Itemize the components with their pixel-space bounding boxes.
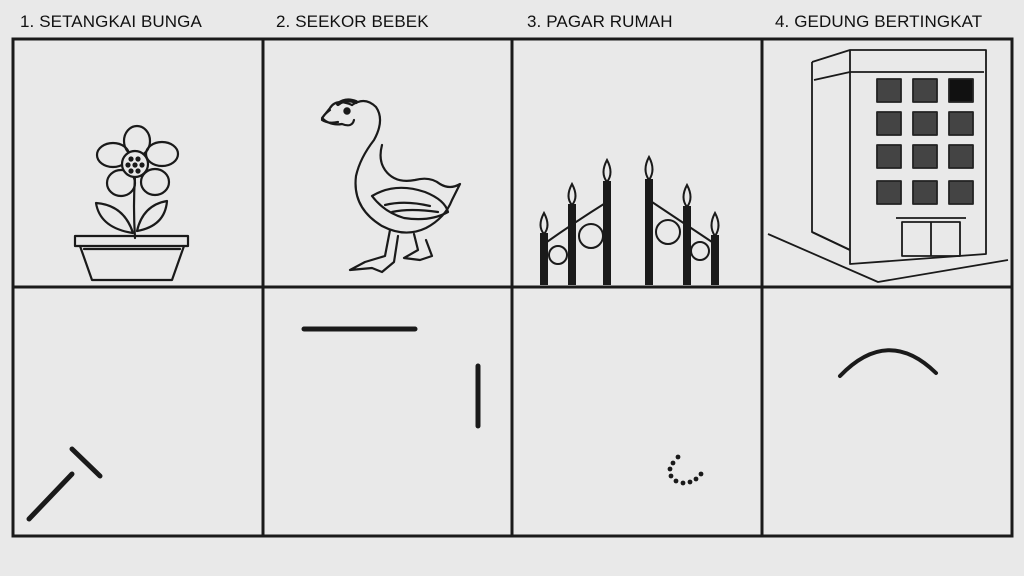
duck-leg-right bbox=[402, 232, 434, 262]
fence-picture bbox=[539, 154, 720, 285]
title-4-gedung-bertingkat: 4. GEDUNG BERTINGKAT bbox=[775, 12, 983, 31]
pot-body bbox=[78, 244, 186, 282]
duck-leg-left bbox=[348, 228, 400, 274]
duck-body bbox=[350, 99, 462, 234]
tracing-pattern-4 bbox=[838, 348, 938, 378]
tracing-pattern-3 bbox=[667, 454, 704, 486]
title-3-pagar-rumah: 3. PAGAR RUMAH bbox=[527, 12, 673, 31]
duck-wing bbox=[370, 186, 450, 221]
fence-rings bbox=[548, 219, 710, 265]
tracing-pattern-1 bbox=[26, 446, 103, 522]
fence-arch-right bbox=[648, 199, 716, 245]
fence-arch-left bbox=[543, 201, 608, 245]
fence-posts bbox=[540, 179, 719, 285]
pot-rim bbox=[73, 234, 190, 248]
title-2-seekor-bebek: 2. SEEKOR BEBEK bbox=[276, 12, 429, 31]
flower-stem bbox=[132, 175, 137, 240]
duck-brow bbox=[336, 98, 358, 106]
title-1-setangkai-bunga: 1. SETANGKAI BUNGA bbox=[20, 12, 202, 31]
building-windows bbox=[876, 78, 974, 205]
building-ground bbox=[767, 233, 1009, 283]
duck-bill bbox=[320, 108, 340, 124]
building-front bbox=[811, 49, 987, 265]
grid-lines bbox=[11, 37, 1014, 538]
flower-pot-picture bbox=[73, 124, 190, 282]
flower-leaf-left bbox=[94, 201, 135, 235]
building-picture bbox=[767, 49, 1009, 283]
flower-seeds bbox=[125, 156, 145, 174]
tracing-pattern-2 bbox=[301, 326, 481, 429]
building-side bbox=[811, 62, 851, 251]
flower-leaf-right bbox=[135, 199, 169, 233]
fence-flames bbox=[539, 154, 720, 238]
duck-picture bbox=[320, 98, 462, 274]
duck-eye bbox=[343, 107, 351, 115]
